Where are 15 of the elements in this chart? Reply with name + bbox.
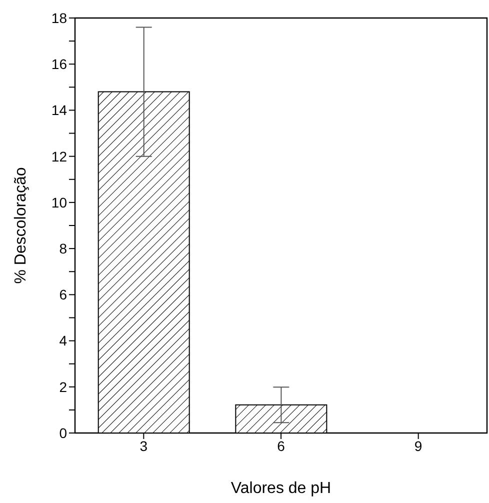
y-tick-label: 16 <box>51 56 68 72</box>
y-tick-label: 14 <box>51 102 68 118</box>
y-tick-label: 4 <box>59 332 68 349</box>
y-tick-label: 18 <box>51 10 68 26</box>
y-axis-title: % Descoloração <box>12 167 30 284</box>
y-tick-label: 0 <box>59 424 68 441</box>
x-tick-label: 3 <box>140 438 148 454</box>
x-tick-label: 9 <box>414 438 422 454</box>
x-tick-label: 6 <box>277 438 286 454</box>
y-tick-label: 6 <box>59 286 68 303</box>
y-tick-label: 10 <box>51 194 68 210</box>
y-tick-label: 2 <box>59 378 68 395</box>
y-tick-label: 12 <box>51 148 68 164</box>
x-axis-title: Valores de pH <box>230 480 332 497</box>
y-tick-label: 8 <box>59 240 68 257</box>
